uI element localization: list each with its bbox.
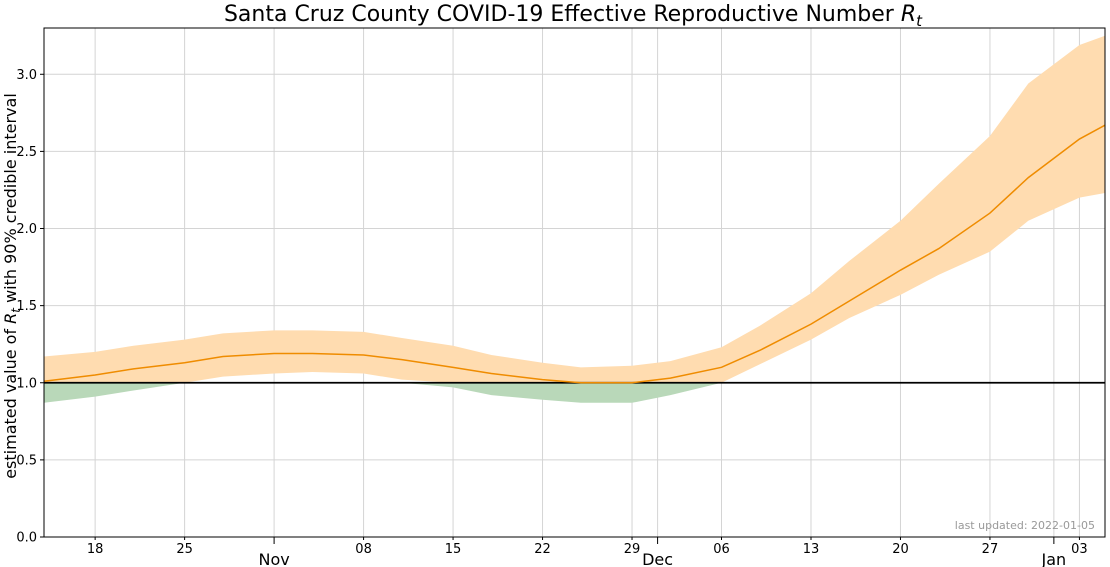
- grid-lines: [44, 28, 1105, 538]
- plot-frame: [43, 27, 1106, 538]
- x-tick-label: 13: [803, 542, 820, 557]
- y-axis-label: estimated value of Rt with 90% credible …: [1, 93, 23, 479]
- y-tick-label: 3.0: [16, 68, 37, 83]
- x-tick-label: 20: [892, 542, 909, 557]
- plot-area: 0.0 0.5 1.0 1.5 2.0 2.5 3.0 18 25 08 15 22 29 06 13 20…: [16, 27, 1106, 567]
- x-tick-label: 08: [355, 542, 372, 557]
- x-axis-ticks: 18 25 08 15 22 29 06 13 20 27 03 Nov Dec Jan: [87, 537, 1088, 567]
- x-tick-label: 25: [176, 542, 193, 557]
- y-tick-label: 0.5: [16, 453, 37, 468]
- x-tick-label: 15: [445, 542, 462, 557]
- chart-title: Santa Cruz County COVID-19 Effective Rep…: [224, 2, 923, 30]
- x-tick-label: 06: [713, 542, 730, 557]
- x-month-label: Dec: [642, 550, 673, 567]
- y-tick-label: 2.5: [16, 145, 37, 160]
- last-updated-note: last updated: 2022-01-05: [955, 519, 1095, 532]
- x-month-label: Nov: [258, 550, 289, 567]
- x-tick-label: 22: [534, 542, 551, 557]
- x-tick-label: 03: [1071, 542, 1088, 557]
- y-tick-label: 2.0: [16, 222, 37, 237]
- credible-interval-upper-band: [44, 35, 1105, 383]
- x-month-label: Jan: [1041, 550, 1067, 567]
- rt-estimate-line: [43, 124, 1106, 384]
- credible-interval-lower-band: [44, 382, 1105, 403]
- x-tick-label: 18: [87, 542, 104, 557]
- y-tick-label: 0.0: [16, 531, 37, 546]
- y-tick-label: 1.5: [16, 299, 37, 314]
- x-tick-label: 29: [624, 542, 641, 557]
- y-tick-label: 1.0: [16, 376, 37, 391]
- x-tick-label: 27: [982, 542, 999, 557]
- y-axis-ticks: 0.0 0.5 1.0 1.5 2.0 2.5 3.0: [16, 68, 44, 546]
